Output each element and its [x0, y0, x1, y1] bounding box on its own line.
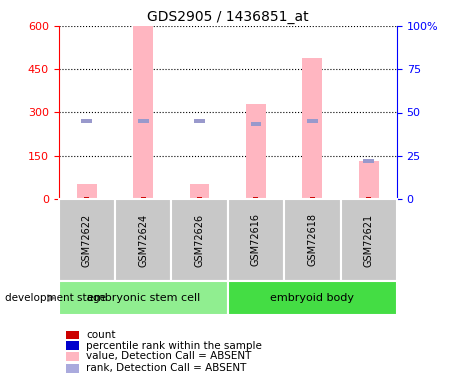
Text: development stage: development stage	[5, 293, 106, 303]
Text: GSM72626: GSM72626	[194, 213, 205, 267]
Bar	[359, 161, 378, 199]
Text: GSM72618: GSM72618	[307, 213, 318, 267]
Bar	[341, 199, 397, 281]
Bar	[171, 199, 228, 281]
Text: percentile rank within the sample: percentile rank within the sample	[86, 341, 262, 351]
Bar	[81, 119, 92, 123]
Bar	[303, 58, 322, 199]
Bar	[59, 199, 115, 281]
Bar	[253, 197, 258, 199]
Bar	[66, 352, 79, 361]
Bar	[84, 197, 89, 199]
Text: rank, Detection Call = ABSENT: rank, Detection Call = ABSENT	[86, 363, 246, 373]
Bar	[228, 281, 397, 315]
Title: GDS2905 / 1436851_at: GDS2905 / 1436851_at	[147, 10, 308, 24]
Text: value, Detection Call = ABSENT: value, Detection Call = ABSENT	[86, 351, 252, 361]
Bar	[66, 331, 79, 339]
Text: GSM72622: GSM72622	[82, 213, 92, 267]
Text: GSM72621: GSM72621	[364, 213, 374, 267]
Text: count: count	[86, 330, 115, 340]
Bar	[307, 119, 318, 123]
Bar	[138, 119, 149, 123]
Bar	[197, 197, 202, 199]
Text: embryoid body: embryoid body	[270, 293, 354, 303]
Bar	[190, 184, 209, 199]
Bar	[115, 199, 171, 281]
Bar	[59, 281, 228, 315]
Text: GSM72624: GSM72624	[138, 213, 148, 267]
Bar	[310, 197, 315, 199]
Bar	[77, 184, 97, 199]
Bar	[366, 197, 371, 199]
Bar	[133, 26, 153, 199]
Text: GSM72616: GSM72616	[251, 213, 261, 267]
Text: embryonic stem cell: embryonic stem cell	[87, 293, 200, 303]
Bar	[363, 159, 374, 164]
Bar	[284, 199, 341, 281]
Bar	[246, 104, 266, 199]
Bar	[228, 199, 284, 281]
Bar	[194, 119, 205, 123]
Bar	[141, 197, 146, 199]
Bar	[66, 364, 79, 373]
Bar	[250, 122, 262, 126]
Bar	[66, 341, 79, 350]
